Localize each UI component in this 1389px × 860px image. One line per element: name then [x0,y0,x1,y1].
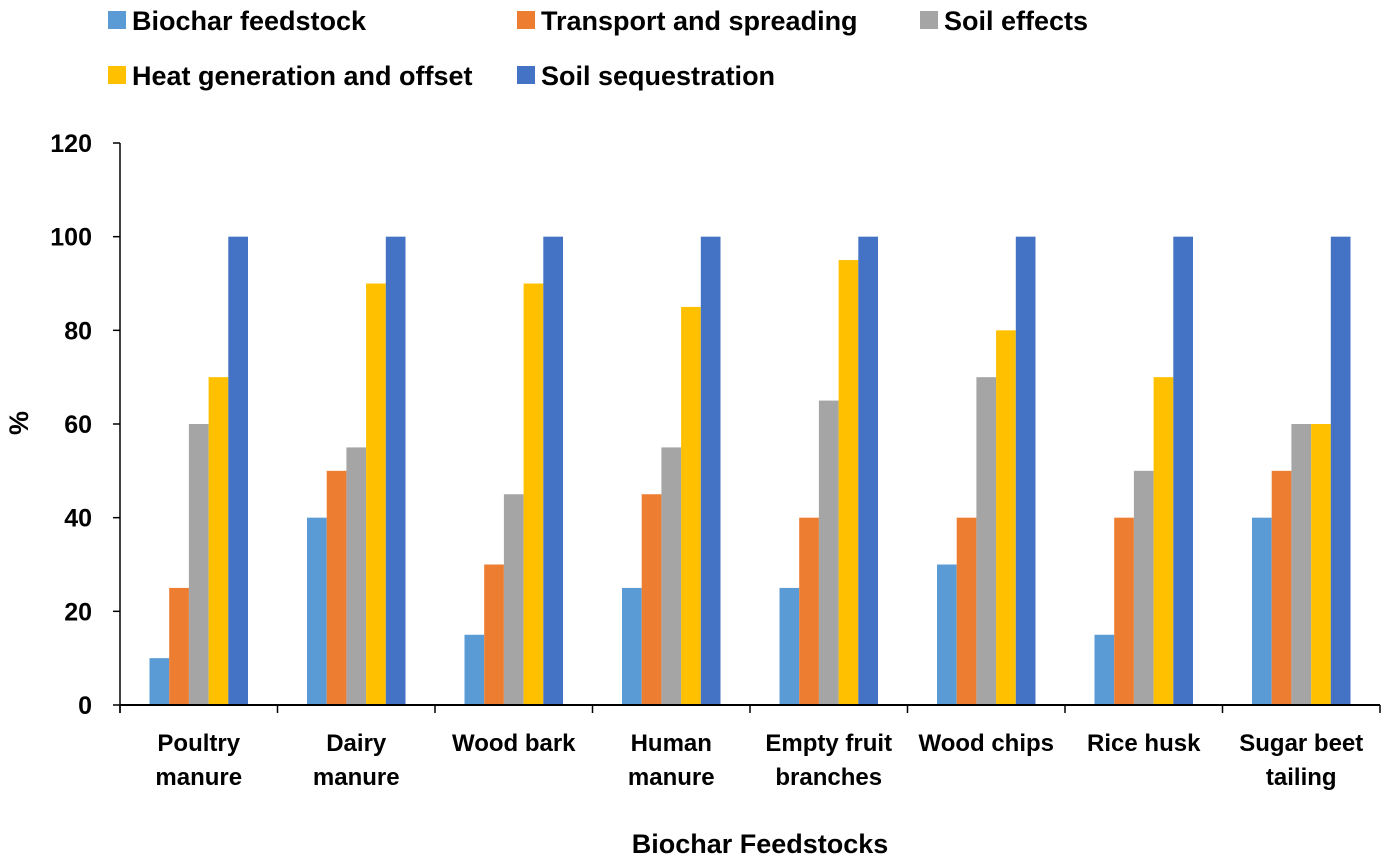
y-tick-label: 0 [78,692,92,720]
bar-soil-effects [1291,424,1312,705]
bar-soil-effects [661,447,682,705]
bar-soil-effects [818,400,839,705]
bar-soil-sequestration [543,236,563,705]
legend-label: Heat generation and offset [132,61,473,91]
legend-swatch [920,11,938,29]
legend-label: Transport and spreading [541,6,858,36]
bar-heat-generation-and-offset [681,306,701,705]
x-category-label: Empty fruit [765,730,892,757]
bar-transport-and-spreading [956,517,977,705]
bar-biochar-feedstock [307,517,327,705]
bar-heat-generation-and-offset [1311,424,1331,705]
y-tick-label: 40 [64,505,92,533]
y-tick-label: 20 [64,598,92,626]
y-ticks: 0 20 40 60 80 100 120 [50,130,120,720]
bar-transport-and-spreading [169,587,189,705]
bar-soil-sequestration [1015,236,1036,705]
legend-label: Soil effects [944,6,1088,36]
bar-soil-sequestration [1173,236,1193,705]
bar-transport-and-spreading [326,470,347,705]
legend-swatch [108,66,126,84]
y-tick-label: 120 [50,130,92,158]
bar-soil-effects [503,494,524,705]
x-axis-title: Biochar Feedstocks [632,829,889,859]
legend-label: Soil sequestration [541,61,775,91]
bar-soil-effects [346,447,367,705]
bar-soil-effects [188,424,209,705]
y-tick-label: 100 [50,224,92,252]
bar-biochar-feedstock [937,564,957,705]
legend: Biochar feedstock Transport and spreading… [108,6,1088,91]
legend-label: Biochar feedstock [132,6,367,36]
bar-soil-sequestration [228,236,248,705]
bar-soil-effects [976,377,997,705]
x-category-label: Wood bark [452,730,576,757]
bar-heat-generation-and-offset [1153,377,1174,705]
bar-soil-sequestration [700,236,721,705]
bar-biochar-feedstock [1252,517,1272,705]
bar-biochar-feedstock [779,587,800,705]
x-category-label: Poultry [157,730,240,757]
bar-transport-and-spreading [1271,470,1292,705]
legend-swatch [517,11,535,29]
y-tick-label: 60 [64,411,92,439]
bar-transport-and-spreading [484,564,504,705]
legend-swatch [108,11,126,29]
x-category-label: manure [155,764,242,791]
legend-swatch [517,66,535,84]
x-category-label: Dairy [326,730,387,757]
bars [149,236,1351,705]
bar-soil-sequestration [385,236,406,705]
x-category-label: manure [313,764,400,791]
x-category-label: branches [775,764,882,791]
x-category-label: Sugar beet [1239,730,1363,757]
bar-transport-and-spreading [799,517,819,705]
bar-biochar-feedstock [464,634,485,705]
x-category-label: tailing [1266,764,1337,791]
bar-soil-sequestration [858,236,878,705]
bar-heat-generation-and-offset [838,260,859,705]
y-axis-title: % [4,411,34,435]
bar-heat-generation-and-offset [996,330,1016,705]
bar-biochar-feedstock [1094,634,1115,705]
bar-biochar-feedstock [149,658,170,705]
bar-soil-effects [1133,470,1154,705]
x-category-label: Human [631,730,712,757]
bar-soil-sequestration [1330,236,1351,705]
x-category-label: Rice husk [1087,730,1201,757]
bar-heat-generation-and-offset [366,283,386,705]
bar-transport-and-spreading [1114,517,1134,705]
bar-transport-and-spreading [641,494,662,705]
x-category-label: Wood chips [918,730,1054,757]
bar-heat-generation-and-offset [523,283,544,705]
bar-biochar-feedstock [622,587,642,705]
y-tick-label: 80 [64,317,92,345]
x-ticks: Poultry manure Dairy manure Wood bark Human ma… [119,705,1381,791]
x-category-label: manure [628,764,715,791]
bar-heat-generation-and-offset [208,377,229,705]
